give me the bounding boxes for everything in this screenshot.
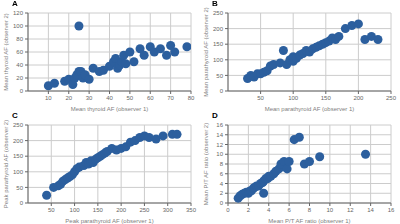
svg-text:250: 250 [386,95,392,101]
svg-text:20: 20 [65,95,72,101]
svg-text:0: 0 [220,200,224,206]
svg-text:80: 80 [16,36,23,42]
svg-text:120: 120 [13,10,24,16]
html-text:B: B [212,0,218,8]
svg-text:50: 50 [16,185,23,191]
svg-text:Mean thyroid AF (observer 2): Mean thyroid AF (observer 2) [8,13,9,91]
svg-text:Mean P/T AF ratio (observer 2): Mean P/T AF ratio (observer 2) [203,123,209,205]
svg-text:50: 50 [127,95,134,101]
svg-text:200: 200 [13,138,24,144]
svg-text:250: 250 [139,207,150,213]
svg-text:6: 6 [220,171,224,177]
svg-text:70: 70 [167,95,174,101]
svg-text:200: 200 [213,26,224,32]
svg-text:200: 200 [353,95,364,101]
svg-text:150: 150 [213,41,224,47]
svg-text:0: 0 [20,200,24,206]
svg-text:Mean thyroid AF (observer 1): Mean thyroid AF (observer 1) [71,106,149,112]
html-text:C: C [12,111,18,120]
svg-text:300: 300 [163,207,174,213]
svg-text:100: 100 [13,23,24,29]
svg-text:100: 100 [70,207,81,213]
svg-text:Mean parathyroid AF (observer: Mean parathyroid AF (observer 2) [203,7,209,97]
svg-text:40: 40 [16,62,23,68]
svg-text:8: 8 [220,161,224,167]
svg-text:100: 100 [13,169,24,175]
svg-text:14: 14 [216,132,223,138]
svg-text:2: 2 [220,190,224,196]
svg-text:50: 50 [48,207,55,213]
svg-text:4: 4 [220,181,224,187]
svg-text:Peak parathyroid AF (observer: Peak parathyroid AF (observer 2) [8,120,9,208]
svg-text:250: 250 [213,10,224,16]
svg-text:2: 2 [247,207,251,213]
svg-text:0: 0 [226,207,230,213]
svg-text:0: 0 [220,88,224,94]
html-text:D: D [212,111,218,120]
svg-text:12: 12 [216,142,223,148]
svg-text:50: 50 [216,73,223,79]
svg-text:200: 200 [116,207,127,213]
svg-text:100: 100 [288,95,299,101]
svg-text:0: 0 [20,88,24,94]
svg-text:30: 30 [86,95,93,101]
svg-text:20: 20 [16,75,23,81]
svg-text:100: 100 [213,57,224,63]
svg-text:14: 14 [367,207,374,213]
svg-text:6: 6 [287,207,291,213]
svg-text:12: 12 [347,207,354,213]
svg-text:10: 10 [216,151,223,157]
svg-text:16: 16 [388,207,392,213]
svg-text:60: 60 [147,95,154,101]
svg-text:16: 16 [216,122,223,128]
svg-text:10: 10 [45,95,52,101]
svg-text:150: 150 [13,153,24,159]
svg-text:4: 4 [267,207,271,213]
svg-text:Peak parathyroid AF (observer: Peak parathyroid AF (observer 1) [65,218,153,224]
svg-text:150: 150 [93,207,104,213]
svg-text:80: 80 [188,95,195,101]
svg-text:250: 250 [13,122,24,128]
svg-text:40: 40 [106,95,113,101]
svg-text:Mean parathyroid AF (observer: Mean parathyroid AF (observer 1) [265,106,355,112]
svg-text:50: 50 [257,95,264,101]
svg-text:10: 10 [327,207,334,213]
svg-text:350: 350 [186,207,197,213]
svg-text:Mean P/T AF ratio (observer 1): Mean P/T AF ratio (observer 1) [268,218,350,224]
svg-text:8: 8 [308,207,312,213]
html-text:A: A [12,0,18,8]
svg-text:60: 60 [16,49,23,55]
svg-text:150: 150 [321,95,332,101]
